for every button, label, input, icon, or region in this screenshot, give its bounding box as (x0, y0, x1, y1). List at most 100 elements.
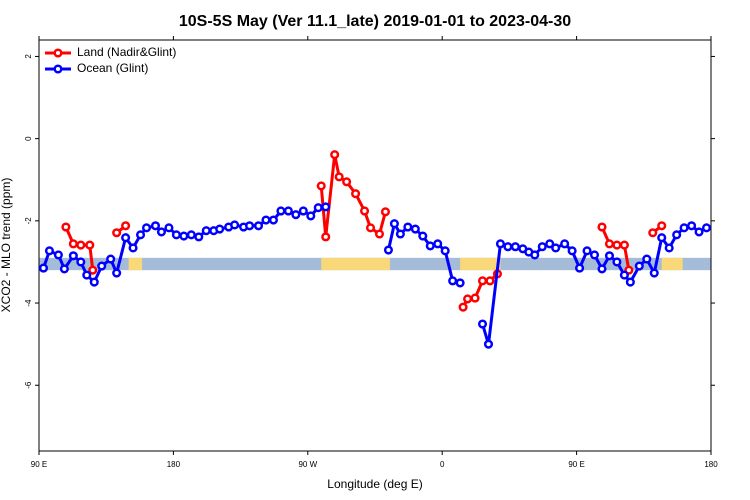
data-point (395, 229, 405, 239)
data-point (298, 206, 308, 216)
x-tick-label: 90 E (568, 460, 584, 469)
data-point (485, 276, 495, 286)
data-point (283, 206, 293, 216)
data-point (403, 222, 413, 232)
data-point (306, 211, 316, 221)
x-tick-label: 90 E (31, 460, 47, 469)
data-point (121, 221, 131, 231)
legend-label: Ocean (Glint) (77, 61, 148, 75)
y-tick-label: -6 (24, 381, 33, 389)
plot-frame (38, 39, 712, 452)
x-tick-label: 0 (440, 460, 445, 469)
data-point (253, 221, 264, 231)
data-point (664, 243, 674, 253)
data-point (687, 221, 697, 231)
y-axis-label: XCO2 - MLO trend (ppm) (0, 178, 13, 313)
data-point (380, 207, 391, 217)
data-point (597, 264, 607, 274)
land-band (460, 257, 501, 271)
data-point (455, 278, 465, 288)
data-point (510, 242, 520, 252)
data-point (89, 277, 99, 287)
legend-marker (53, 48, 63, 58)
data-point (649, 268, 659, 278)
data-point (261, 215, 271, 225)
data-point (448, 276, 458, 286)
data-point (44, 246, 55, 256)
data-point (38, 263, 49, 273)
data-point (215, 224, 225, 234)
data-point (619, 270, 629, 280)
data-point (612, 240, 622, 250)
x-tick-label: 180 (167, 460, 181, 469)
data-point (679, 223, 689, 233)
data-point (418, 231, 428, 241)
data-point (82, 270, 92, 280)
data-point (186, 230, 196, 240)
data-point (545, 239, 555, 249)
data-point (135, 230, 146, 240)
data-point (672, 230, 682, 240)
data-point (648, 228, 658, 238)
data-point (351, 189, 361, 199)
data-point (642, 254, 652, 264)
data-point (342, 177, 352, 187)
data-point (374, 229, 385, 239)
data-point (291, 210, 301, 220)
data-point (156, 227, 167, 237)
data-point (97, 261, 107, 271)
data-point (575, 263, 585, 273)
data-point (194, 232, 204, 242)
data-point (410, 224, 420, 234)
data-point (694, 227, 704, 237)
data-point (463, 294, 473, 304)
data-point (201, 226, 211, 236)
data-point (321, 202, 331, 212)
data-point (634, 261, 644, 271)
data-point (59, 264, 69, 274)
data-point (657, 233, 667, 243)
data-point (171, 230, 181, 240)
y-tick-label: -2 (24, 217, 33, 225)
data-point (551, 243, 561, 253)
data-point (121, 233, 131, 243)
data-point (567, 246, 577, 256)
data-point (230, 220, 240, 230)
land-band (128, 257, 143, 271)
data-point (164, 223, 174, 233)
data-point (425, 241, 435, 251)
data-point (330, 150, 340, 160)
data-point (179, 231, 189, 241)
legend-marker (53, 64, 63, 74)
data-point (106, 254, 116, 264)
data-point (276, 206, 286, 216)
data-point (477, 319, 488, 329)
data-point (61, 222, 71, 232)
y-tick-label: -4 (24, 299, 33, 307)
chart-title: 10S-5S May (Ver 11.1_late) 2019-01-01 to… (179, 13, 571, 30)
data-point (334, 172, 344, 182)
y-tick-label: 0 (24, 136, 33, 141)
data-point (141, 223, 152, 233)
data-point (128, 243, 138, 253)
data-point (604, 239, 615, 249)
data-point (503, 242, 513, 252)
data-point (530, 250, 540, 260)
x-axis-label: Longitude (deg E) (327, 477, 422, 491)
data-point (619, 240, 629, 250)
data-point (365, 223, 376, 233)
data-point (625, 277, 635, 287)
data-point (589, 250, 600, 260)
data-point (321, 232, 331, 242)
y-tick-label: 2 (24, 54, 33, 59)
data-point (560, 239, 570, 249)
x-tick-label: 90 W (298, 460, 317, 469)
data-point (483, 339, 494, 349)
data-point (537, 242, 547, 252)
data-point (85, 240, 95, 250)
data-point (582, 246, 592, 256)
data-point (68, 251, 78, 261)
data-point (53, 250, 63, 260)
data-point (88, 265, 98, 275)
